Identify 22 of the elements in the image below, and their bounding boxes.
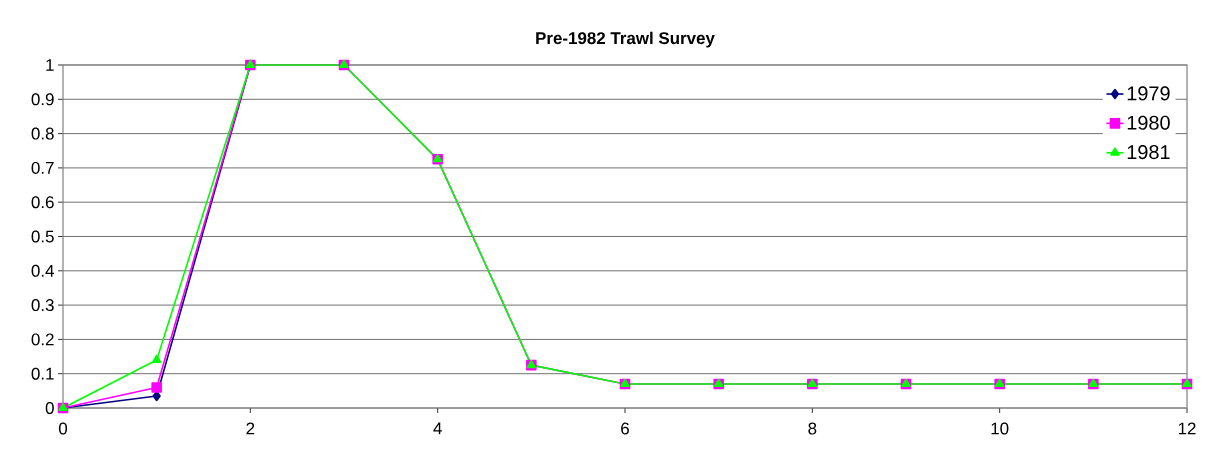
chart-title: Pre-1982 Trawl Survey <box>536 31 715 48</box>
y-tick-label: 0.1 <box>31 367 54 380</box>
x-tick-label: 12 <box>1178 422 1196 435</box>
y-tick-label: 0.2 <box>31 333 54 346</box>
y-tick-label: 0 <box>45 402 54 414</box>
x-tick-label: 6 <box>621 422 629 435</box>
y-tick-label: 0.6 <box>31 196 54 209</box>
legend-label: 1981 <box>1127 145 1170 160</box>
x-tick-label: 0 <box>58 422 68 435</box>
x-tick-label: 4 <box>433 422 442 435</box>
x-tick-label: 2 <box>246 422 255 435</box>
y-tick-label: 0.4 <box>31 264 54 277</box>
y-tick-label: 0.9 <box>31 93 54 106</box>
y-tick-label: 1 <box>46 59 54 71</box>
x-tick-label: 8 <box>808 422 817 435</box>
y-tick-label: 0.8 <box>31 127 54 140</box>
x-tick-label: 10 <box>991 422 1009 435</box>
legend-label: 1979 <box>1127 86 1170 101</box>
y-tick-label: 0.7 <box>31 161 54 174</box>
y-tick-label: 0.5 <box>31 230 54 243</box>
legend-label: 1980 <box>1127 115 1170 130</box>
y-tick-label: 0.3 <box>31 299 54 312</box>
